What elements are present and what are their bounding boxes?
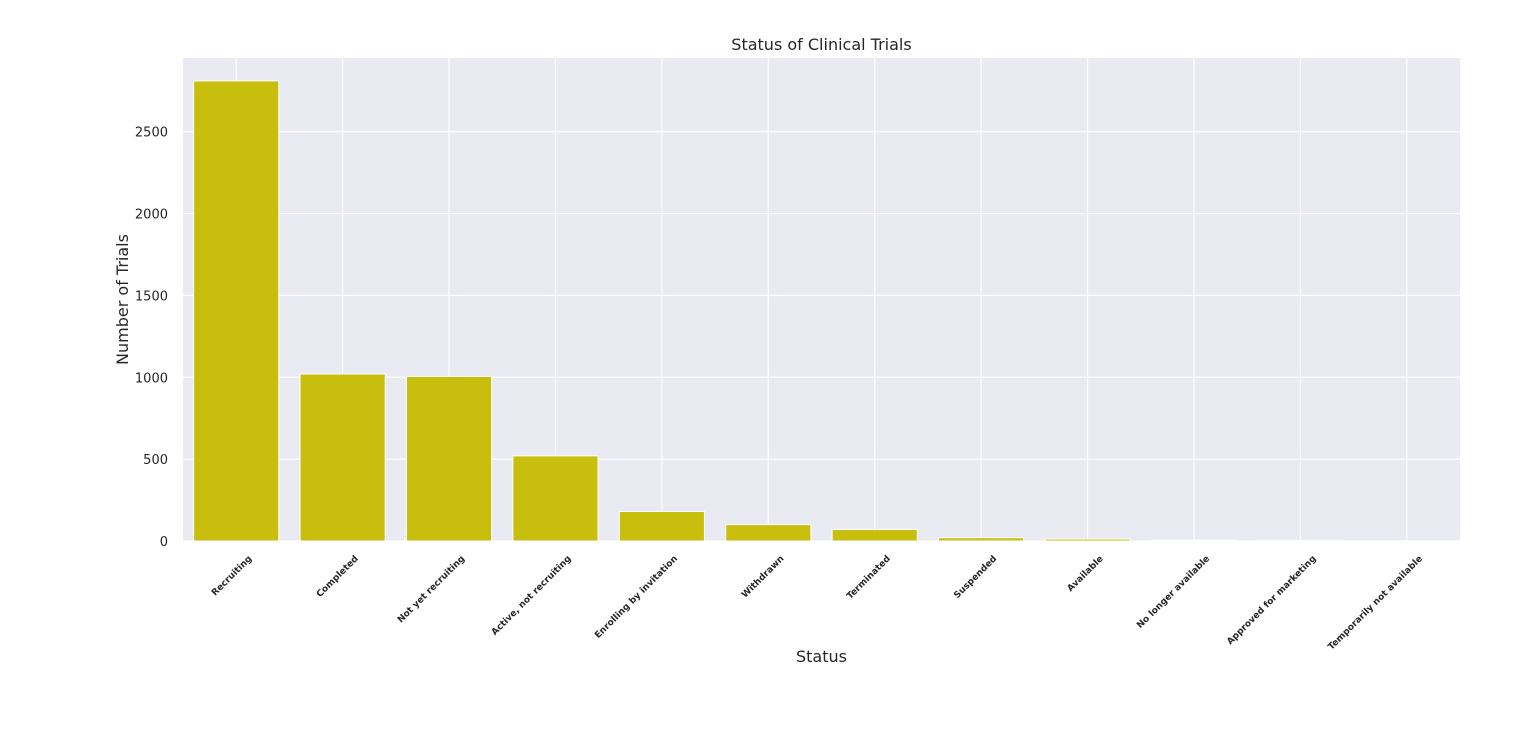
x-tick-label: Withdrawn (740, 554, 786, 600)
y-tick-label: 500 (143, 453, 168, 468)
y-tick-label: 0 (160, 535, 168, 550)
bar-active-not-recruiting (512, 455, 599, 542)
y-tick-label: 2500 (135, 126, 168, 141)
y-tick-label: 1000 (135, 371, 168, 386)
x-axis-ticks: Recruiting Completed Not yet recruiting Act… (210, 554, 1425, 652)
y-tick-label: 2000 (135, 208, 168, 223)
grid-lines (183, 58, 1460, 542)
bar-completed (299, 373, 386, 542)
y-axis-ticks: 0 500 1000 1500 2000 2500 (135, 126, 168, 550)
bar-recruiting (193, 80, 280, 542)
x-tick-label: Terminated (845, 554, 893, 602)
x-tick-label: Available (1066, 554, 1106, 594)
x-tick-label: Temporarily not available (1327, 554, 1425, 652)
bar-suspended (938, 537, 1025, 542)
plot-area (183, 58, 1460, 541)
bar-terminated (831, 529, 918, 542)
x-tick-label: No longer available (1135, 554, 1212, 631)
x-tick-label: Recruiting (210, 554, 254, 598)
x-tick-label: Not yet recruiting (396, 554, 467, 625)
x-tick-label: Suspended (952, 554, 999, 601)
x-axis-label: Status (796, 647, 847, 666)
y-tick-label: 1500 (135, 289, 168, 304)
x-tick-label: Approved for marketing (1225, 554, 1318, 647)
y-axis-label: Number of Trials (113, 234, 132, 365)
x-tick-label: Active, not recruiting (490, 554, 574, 638)
bars (193, 80, 1450, 542)
bar-withdrawn (725, 524, 812, 542)
bar-not-yet-recruiting (405, 375, 493, 542)
bar-no-longer-available (1150, 539, 1238, 542)
chart-title: Status of Clinical Trials (731, 35, 911, 54)
x-tick-label: Enrolling by invitation (593, 554, 680, 641)
bar-enrolling-by-invitation (618, 511, 705, 542)
bar-available (1044, 538, 1131, 542)
x-tick-label: Completed (315, 554, 361, 600)
